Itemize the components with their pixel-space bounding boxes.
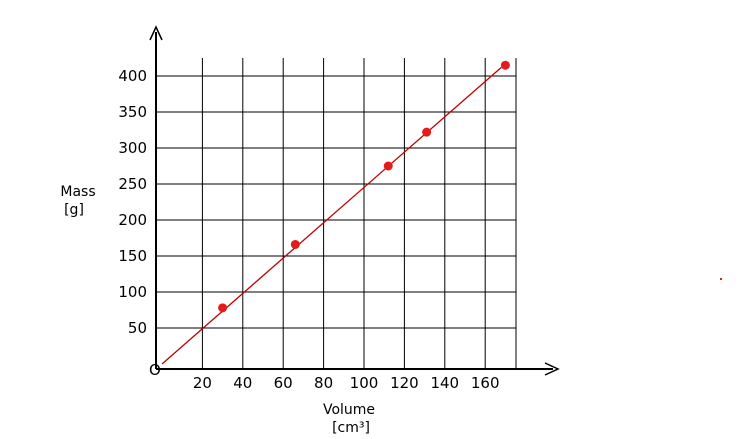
fit-line-group	[161, 66, 502, 365]
x-tick-label: 60	[274, 374, 293, 392]
x-axis-title: Volume	[323, 402, 375, 418]
fit-line	[161, 66, 502, 365]
axes	[149, 25, 560, 376]
y-tick-label: 250	[118, 175, 147, 193]
x-tick-labels: 20 40 60 80 100 120 140 160	[193, 374, 500, 392]
x-axis-arrow	[544, 362, 560, 376]
y-tick-label: 350	[118, 103, 147, 121]
y-tick-label: 50	[128, 319, 147, 337]
data-point	[383, 161, 393, 171]
y-axis-title: Mass	[60, 184, 95, 200]
y-tick-label: 100	[118, 283, 147, 301]
x-tick-label: 20	[193, 374, 212, 392]
y-axis-unit: [g]	[64, 202, 84, 218]
data-point	[500, 60, 510, 70]
y-tick-label: 300	[118, 139, 147, 157]
x-tick-label: 40	[233, 374, 252, 392]
data-point	[218, 303, 228, 313]
data-point	[290, 239, 300, 249]
x-tick-label: 160	[471, 374, 500, 392]
data-point	[422, 127, 432, 137]
y-tick-label: 400	[118, 67, 147, 85]
y-tick-labels: 50 100 150 200 250 300 350 400	[118, 67, 147, 337]
grid	[156, 58, 517, 369]
y-tick-label: 150	[118, 247, 147, 265]
y-tick-label: 200	[118, 211, 147, 229]
y-axis-arrow	[149, 25, 163, 41]
data-points	[218, 60, 510, 313]
origin-label: O	[149, 361, 161, 379]
x-tick-label: 120	[390, 374, 419, 392]
x-axis-unit: [cm³]	[332, 420, 370, 436]
x-tick-label: 80	[314, 374, 333, 392]
x-tick-label: 140	[430, 374, 459, 392]
x-tick-label: 100	[350, 374, 379, 392]
stray-pixel	[720, 278, 722, 280]
